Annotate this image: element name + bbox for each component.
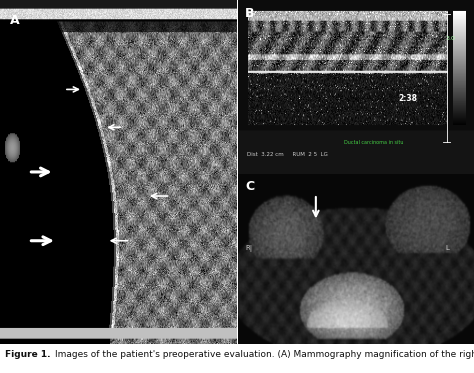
Text: B: B	[245, 7, 255, 20]
Text: Figure 1.: Figure 1.	[5, 350, 50, 359]
Text: L: L	[446, 245, 449, 251]
Text: C: C	[245, 181, 254, 194]
Text: Images of the patient's preoperative evaluation. (A) Mammography magnification o: Images of the patient's preoperative eva…	[55, 350, 474, 359]
Text: 3.0: 3.0	[446, 36, 456, 41]
Text: 2:38: 2:38	[399, 94, 418, 103]
Text: A: A	[9, 14, 19, 27]
Text: Ductal carcinoma in situ: Ductal carcinoma in situ	[344, 140, 404, 145]
Text: Dist  3.22 cm     RUM  2 5  LG: Dist 3.22 cm RUM 2 5 LG	[247, 152, 328, 157]
Text: R|: R|	[245, 245, 252, 252]
